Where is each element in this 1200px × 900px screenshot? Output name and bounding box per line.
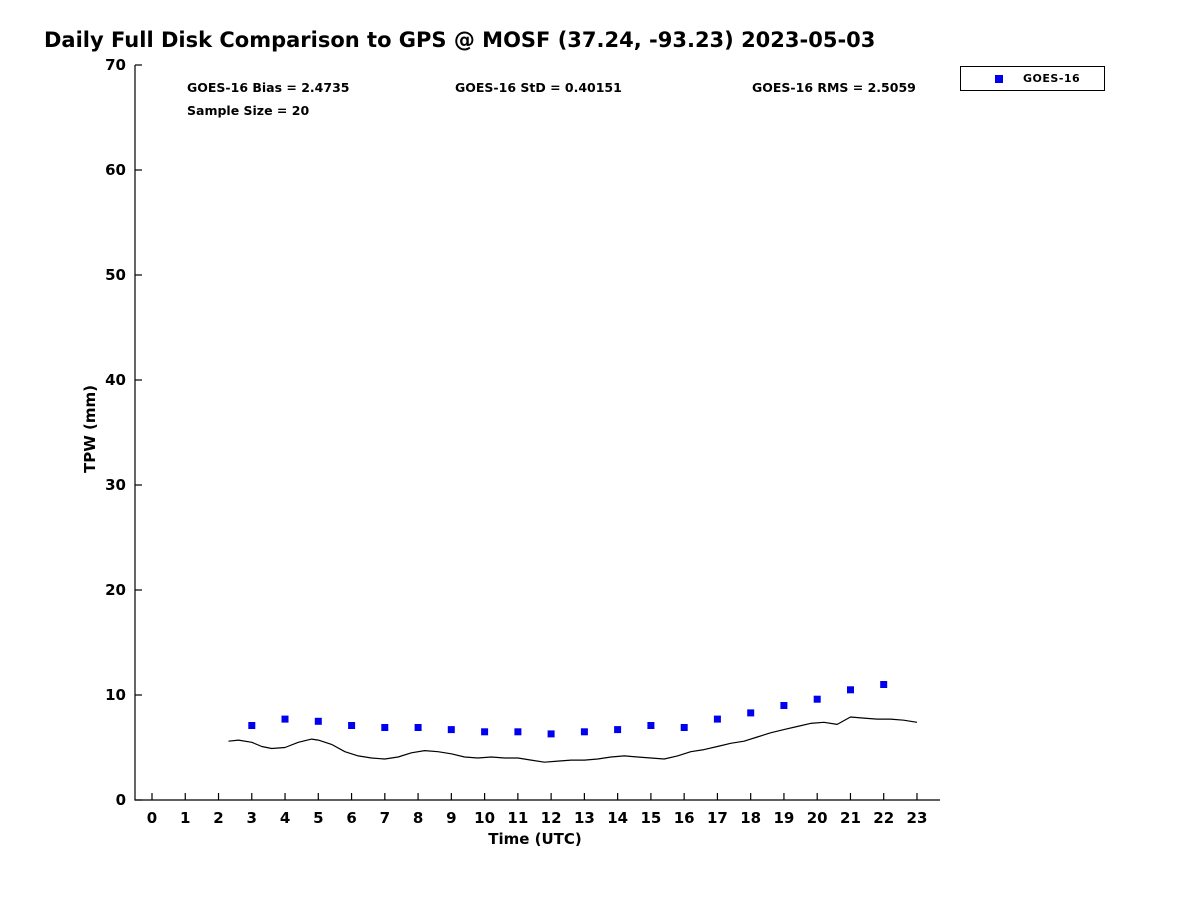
legend-square-marker-icon (995, 74, 1003, 83)
x-tick-label: 8 (413, 809, 423, 827)
goes16-marker (780, 702, 788, 709)
x-tick-label: 5 (313, 809, 323, 827)
goes16-marker (747, 709, 755, 717)
goes16-marker (481, 728, 489, 736)
stat-std: GOES-16 StD = 0.40151 (455, 80, 622, 95)
x-tick-label: 15 (640, 809, 661, 827)
goes16-marker (248, 722, 256, 729)
goes16-marker (813, 695, 821, 703)
goes16-marker (680, 724, 688, 731)
x-tick-label: 21 (840, 809, 861, 827)
y-axis-label: TPW (mm) (81, 385, 99, 473)
goes16-marker (713, 715, 721, 723)
legend-label: GOES-16 (1023, 72, 1081, 85)
x-tick-label: 12 (541, 809, 562, 827)
x-tick-label: 16 (674, 809, 695, 827)
gps-line (228, 716, 918, 763)
goes16-marker (447, 726, 455, 734)
y-tick-label: 30 (105, 476, 126, 494)
y-tick-label: 10 (105, 686, 126, 704)
x-tick-label: 18 (740, 809, 761, 827)
x-tick-label: 3 (247, 809, 257, 827)
x-axis-label: Time (UTC) (488, 830, 582, 848)
x-tick-label: 0 (147, 809, 157, 827)
y-tick-label: 60 (105, 161, 126, 179)
x-tick-label: 23 (907, 809, 928, 827)
x-tick-label: 6 (346, 809, 356, 827)
goes16-marker (348, 722, 356, 729)
y-tick-label: 0 (116, 791, 126, 809)
x-tick-label: 11 (507, 809, 528, 827)
x-tick-label: 10 (474, 809, 495, 827)
x-tick-label: 20 (807, 809, 828, 827)
y-tick-label: 50 (105, 266, 126, 284)
x-tick-label: 13 (574, 809, 595, 827)
axis-spines (134, 65, 940, 801)
goes16-marker (880, 681, 888, 688)
x-tick-label: 2 (213, 809, 223, 827)
goes16-marker (314, 717, 322, 725)
x-tick-label: 22 (873, 809, 894, 827)
goes16-marker (514, 728, 522, 736)
goes16-marker (281, 715, 289, 723)
y-tick-label: 20 (105, 581, 126, 599)
goes16-marker (614, 726, 622, 734)
x-tick-label: 9 (446, 809, 456, 827)
goes16-marker (414, 724, 422, 731)
y-tick-label: 70 (105, 56, 126, 74)
goes16-marker (847, 686, 854, 694)
x-tick-label: 14 (607, 809, 628, 827)
y-tick-label: 40 (105, 371, 126, 389)
x-tick-label: 19 (774, 809, 795, 827)
x-tick-label: 4 (280, 809, 290, 827)
x-tick-label: 7 (380, 809, 390, 827)
goes16-marker (547, 730, 555, 738)
stat-bias: GOES-16 Bias = 2.4735 (187, 80, 350, 95)
goes16-marker (381, 724, 389, 731)
goes16-marker (580, 728, 588, 736)
stat-rms: GOES-16 RMS = 2.5059 (752, 80, 916, 95)
stat-sample-size: Sample Size = 20 (187, 103, 310, 118)
chart-title: Daily Full Disk Comparison to GPS @ MOSF… (44, 28, 876, 52)
goes16-marker (647, 722, 655, 729)
x-tick-label: 17 (707, 809, 728, 827)
legend: GOES-16 (960, 66, 1105, 91)
x-tick-label: 1 (180, 809, 190, 827)
